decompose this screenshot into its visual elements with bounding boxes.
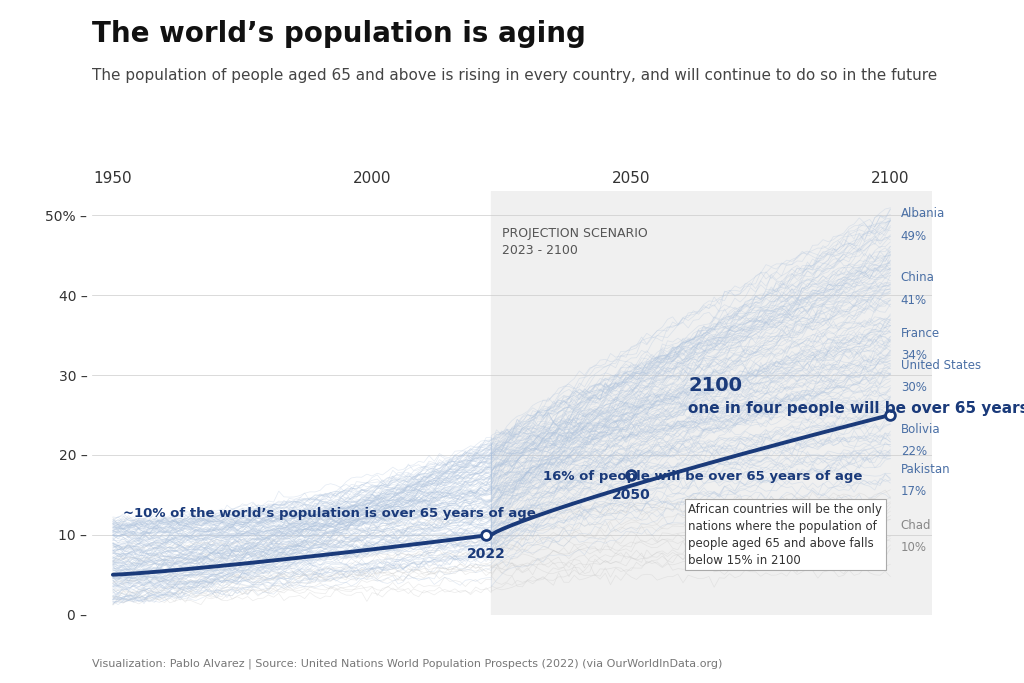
Bar [492, 191, 932, 615]
Text: 2022: 2022 [467, 547, 506, 561]
Text: 16% of people will be over 65 years of age: 16% of people will be over 65 years of a… [543, 470, 862, 483]
Text: 41%: 41% [901, 294, 927, 307]
Text: The world’s population is aging: The world’s population is aging [92, 20, 586, 48]
Text: ~10% of the world’s population is over 65 years of age: ~10% of the world’s population is over 6… [123, 507, 536, 520]
Text: United States: United States [901, 359, 981, 372]
Text: The population of people aged 65 and above is rising in every country, and will : The population of people aged 65 and abo… [92, 68, 937, 83]
Text: 30%: 30% [901, 381, 927, 394]
Text: Albania: Albania [901, 207, 945, 220]
Text: China: China [901, 271, 935, 284]
Text: 10%: 10% [901, 541, 927, 554]
Text: 49%: 49% [901, 229, 927, 242]
Text: Pakistan: Pakistan [901, 462, 950, 475]
Text: 34%: 34% [901, 350, 927, 363]
Text: 22%: 22% [901, 445, 927, 458]
Text: Bolivia: Bolivia [901, 423, 940, 436]
Text: 2050: 2050 [611, 488, 650, 503]
Text: African countries will be the only
nations where the population of
people aged 6: African countries will be the only natio… [688, 503, 883, 567]
Text: 2100: 2100 [688, 376, 742, 395]
Text: one in four people will be over 65 years of age: one in four people will be over 65 years… [688, 400, 1024, 415]
Text: France: France [901, 327, 940, 340]
Text: Chad: Chad [901, 518, 931, 531]
Text: PROJECTION SCENARIO
2023 - 2100: PROJECTION SCENARIO 2023 - 2100 [502, 227, 647, 257]
Text: Visualization: Pablo Alvarez | Source: United Nations World Population Prospects: Visualization: Pablo Alvarez | Source: U… [92, 659, 723, 669]
Text: 17%: 17% [901, 485, 927, 499]
